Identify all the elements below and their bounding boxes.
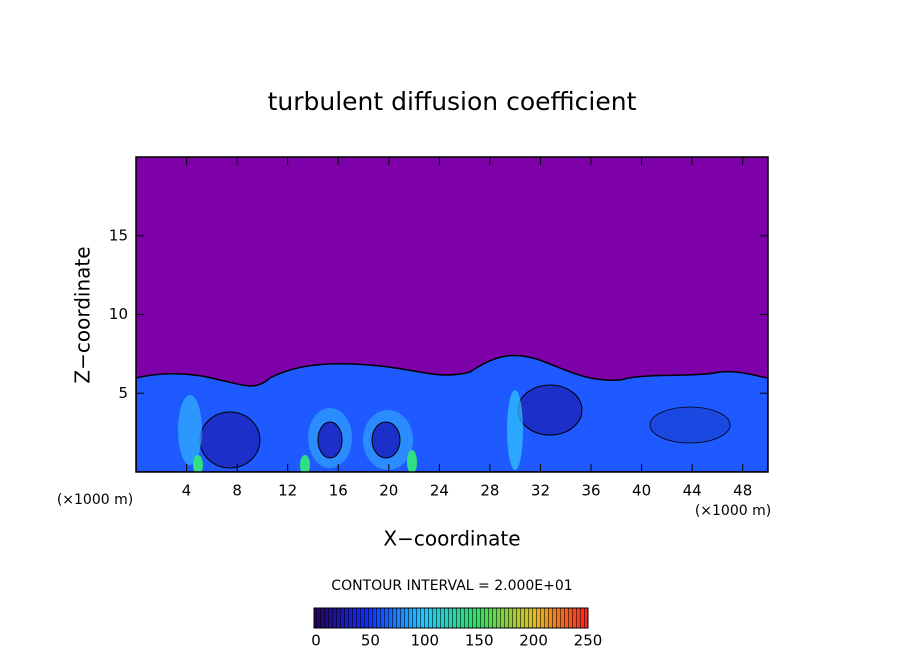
x-unit: (×1000 m) [695,503,771,519]
x-tick-label: 12 [278,482,297,500]
x-tick-label: 20 [379,482,398,500]
colorbar-tick-label: 50 [361,632,380,650]
x-tick-label: 4 [182,482,192,500]
x-tick-label: 24 [430,482,449,500]
x-tick-label: 8 [232,482,242,500]
colorbar-tick-label: 100 [410,632,439,650]
y-tick-label: 10 [109,305,128,323]
x-axis-label: X−coordinate [383,527,520,551]
x-unit: (×1000 m) [57,492,133,508]
field [136,157,768,472]
colorbar-tick-label: 0 [311,632,321,650]
y-tick-label: 5 [118,384,128,402]
x-tick-label: 32 [531,482,550,500]
y-tick-label: 15 [109,226,128,244]
chart-title: turbulent diffusion coefficient [268,87,637,116]
colorbar-tick-label: 200 [519,632,548,650]
x-tick-label: 36 [581,482,600,500]
colorbar-tick-label: 250 [574,632,603,650]
annotation: CONTOUR INTERVAL = 2.000E+01 [331,578,572,594]
x-tick-label: 28 [480,482,499,500]
y-axis-label: Z−coordinate [71,246,95,383]
x-tick-label: 44 [683,482,702,500]
colorbar-stripes [313,607,589,629]
x-tick-label: 16 [329,482,348,500]
x-tick-label: 40 [632,482,651,500]
colorbar-tick-label: 150 [465,632,494,650]
x-tick-label: 48 [733,482,752,500]
